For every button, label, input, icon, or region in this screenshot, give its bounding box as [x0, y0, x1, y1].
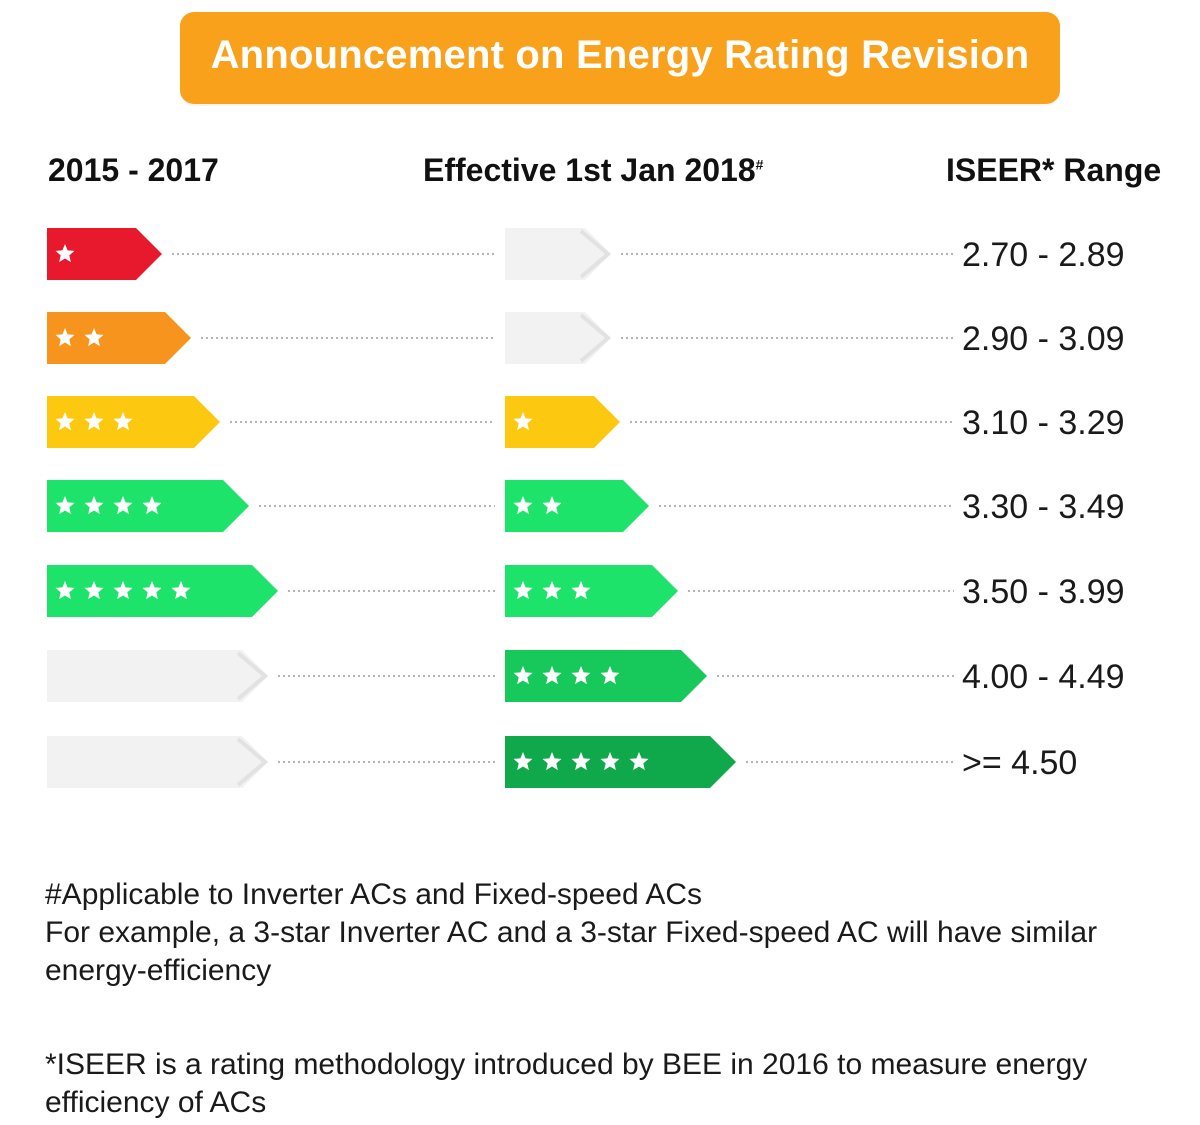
star-icon [55, 412, 75, 431]
iseer-range-label: 2.90 - 3.09 [962, 320, 1125, 358]
footnote-iseer-text: *ISEER is a rating methodology introduce… [45, 1048, 1088, 1119]
new-arrow-chevron [579, 313, 612, 363]
old-rating-arrow [47, 650, 269, 702]
new-arrow-chevron [579, 229, 612, 279]
star-icon [629, 752, 649, 771]
star-icon [55, 496, 75, 515]
star-icon [571, 666, 591, 685]
new-arrow-shape [505, 736, 736, 788]
iseer-range-label: 4.00 - 4.49 [962, 658, 1125, 696]
iseer-range-label: 3.10 - 3.29 [962, 404, 1125, 442]
star-icon [542, 666, 562, 685]
old-arrow-chevron [236, 737, 269, 787]
new-rating-arrow [505, 736, 736, 788]
new-arrow-shape [505, 565, 678, 617]
old-arrow-shape [47, 736, 268, 788]
old-rating-arrow [47, 396, 220, 448]
star-icon [513, 412, 533, 431]
old-arrow-chevron [236, 651, 269, 701]
star-icon [55, 244, 75, 263]
star-icon [513, 496, 533, 515]
old-arrow-shape [47, 650, 268, 702]
old-arrow-shape [47, 312, 191, 364]
star-icon [113, 412, 133, 431]
star-icon [542, 752, 562, 771]
star-icon [55, 581, 75, 600]
star-icon [84, 328, 104, 347]
new-rating-arrow [505, 480, 649, 532]
new-rating-arrow [505, 396, 620, 448]
star-icon [84, 496, 104, 515]
new-rating-arrow [505, 650, 707, 702]
old-rating-arrow [47, 312, 191, 364]
announcement-banner: Announcement on Energy Rating Revision [180, 12, 1060, 104]
old-rating-arrow [47, 736, 269, 788]
footnote-applicable-line1: #Applicable to Inverter ACs and Fixed-sp… [45, 878, 703, 911]
old-rating-arrow [47, 228, 162, 280]
new-rating-arrow [505, 228, 612, 280]
star-icon [513, 666, 533, 685]
star-icon [542, 496, 562, 515]
header-old-period: 2015 - 2017 [48, 152, 219, 188]
new-arrow-shape [505, 228, 611, 280]
star-icon [55, 328, 75, 347]
header-new-period-text: Effective 1st Jan 2018 [423, 152, 756, 188]
star-icon [113, 581, 133, 600]
iseer-range-label: 3.50 - 3.99 [962, 573, 1125, 611]
star-icon [513, 581, 533, 600]
iseer-range-label: 2.70 - 2.89 [962, 236, 1125, 274]
header-iseer-range: ISEER* Range [946, 152, 1162, 188]
star-icon [600, 666, 620, 685]
star-icon [113, 496, 133, 515]
star-icon [513, 752, 533, 771]
star-icon [600, 752, 620, 771]
old-arrow-shape [47, 565, 278, 617]
new-arrow-shape [505, 480, 649, 532]
star-icon [84, 412, 104, 431]
star-icon [571, 581, 591, 600]
footnote-applicable: #Applicable to Inverter ACs and Fixed-sp… [45, 876, 1175, 990]
star-icon [571, 752, 591, 771]
old-arrow-shape [47, 228, 162, 280]
footnote-applicable-line2: For example, a 3-star Inverter AC and a … [45, 916, 1098, 987]
header-new-period: Effective 1st Jan 2018# [423, 152, 763, 189]
iseer-range-label: 3.30 - 3.49 [962, 488, 1125, 526]
star-icon [142, 496, 162, 515]
star-icon [542, 581, 562, 600]
header-new-period-mark: # [755, 156, 764, 173]
star-icon [171, 581, 191, 600]
star-icon [142, 581, 162, 600]
iseer-range-label: >= 4.50 [962, 744, 1077, 782]
new-arrow-shape [505, 396, 620, 448]
new-rating-arrow [505, 565, 678, 617]
footnote-iseer: *ISEER is a rating methodology introduce… [45, 1046, 1175, 1122]
old-rating-arrow [47, 480, 249, 532]
rating-diagram: 2.70 - 2.89 2.90 - 3.09 3.10 - 3.29 3.30 - … [47, 228, 1125, 788]
new-rating-arrow [505, 312, 612, 364]
banner-title: Announcement on Energy Rating Revision [210, 32, 1030, 77]
old-rating-arrow [47, 565, 278, 617]
old-arrow-shape [47, 396, 220, 448]
star-icon [84, 581, 104, 600]
new-arrow-shape [505, 312, 611, 364]
